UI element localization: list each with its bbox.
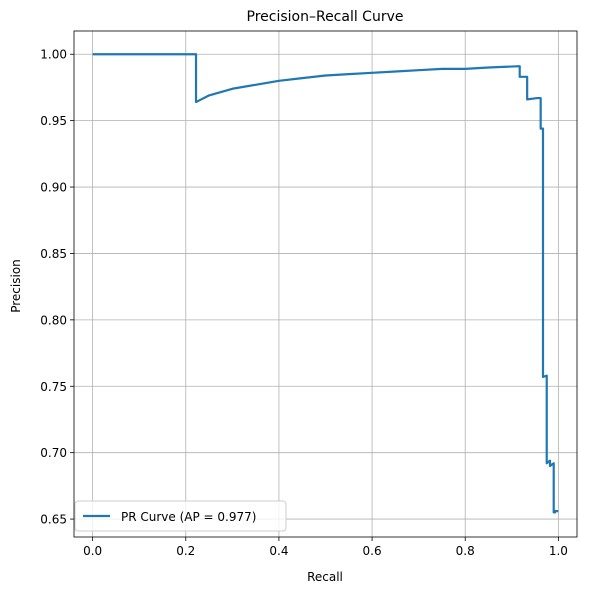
y-tick-label: 0.70	[40, 446, 67, 460]
y-tick-label: 0.95	[40, 114, 67, 128]
y-tick-label: 0.80	[40, 313, 67, 327]
x-tick-label: 0.8	[456, 544, 475, 558]
legend-label: PR Curve (AP = 0.977)	[121, 510, 256, 524]
plot-layer	[92, 53, 559, 514]
x-tick-label: 0.0	[83, 544, 102, 558]
x-axis-label: Recall	[307, 570, 343, 584]
x-tick-label: 1.0	[549, 544, 568, 558]
pr-curve-line	[92, 53, 559, 514]
x-tick-label: 0.2	[176, 544, 195, 558]
plot-frame	[73, 30, 578, 538]
y-tick-label: 0.90	[40, 181, 67, 195]
y-tick-label: 0.65	[40, 513, 67, 527]
grid-layer	[74, 31, 577, 537]
y-axis-label: Precision	[9, 259, 23, 313]
axis-layer: 0.0 0.2 0.4 0.6 0.8 1.0 0.65 0.70 0.75 0.80 0.85 0.…	[40, 30, 578, 558]
y-tick-label: 0.75	[40, 380, 67, 394]
y-tick-label: 0.85	[40, 247, 67, 261]
x-tick-label: 0.4	[269, 544, 288, 558]
x-tick-label: 0.6	[363, 544, 382, 558]
y-tick-label: 1.00	[40, 48, 67, 62]
legend: PR Curve (AP = 0.977)	[74, 500, 287, 532]
legend-box	[74, 500, 287, 532]
chart-title: Precision–Recall Curve	[247, 9, 404, 25]
